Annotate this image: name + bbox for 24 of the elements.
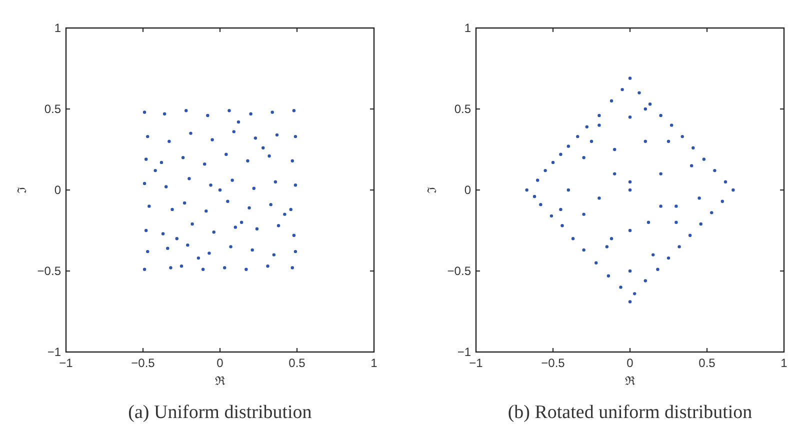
y-axis-title: ℑ [425,186,439,194]
y-tick-label: −0.5 [447,264,472,278]
y-axis-title: ℑ [15,186,29,194]
x-tick-label: 0 [626,356,634,370]
text: (b) Rotated uniform distribution [508,402,753,423]
x-axis-title: ℜ [625,374,636,388]
x-tick-label: 0 [216,356,224,370]
y-tick-label: 0.5 [44,102,62,116]
x-axis-title: ℜ [215,374,226,388]
x-tick-label: 0.5 [288,356,306,370]
y-tick-label: 0 [464,183,472,197]
x-tick-label: 1 [780,356,788,370]
y-tick-label: 0.5 [454,102,472,116]
x-tick-label: 1 [370,356,378,370]
x-tick-label: 0.5 [698,356,716,370]
y-tick-label: 0 [54,183,62,197]
y-tick-label: 1 [464,21,472,35]
x-tick-label: −0.5 [541,356,566,370]
y-tick-label: −1 [47,345,62,359]
y-tick-label: −0.5 [37,264,62,278]
x-tick-label: −0.5 [131,356,156,370]
text: (a) Uniform distribution [128,402,312,423]
y-tick-label: 1 [54,21,62,35]
y-tick-label: −1 [457,345,472,359]
